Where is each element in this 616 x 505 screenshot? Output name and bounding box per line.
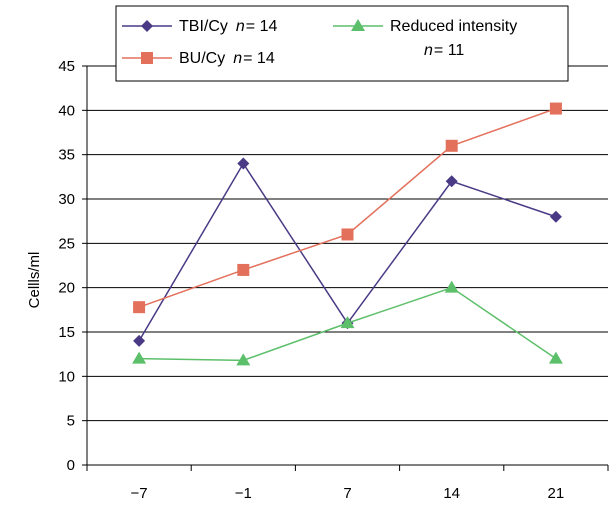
y-tick-labels: 0 5 10 15 20 25 30 35 40 45	[58, 58, 75, 474]
legend-marker	[141, 20, 153, 32]
y-tick-label: 45	[58, 58, 75, 75]
series-line	[138, 162, 557, 342]
legend-n-value: = 14	[243, 50, 275, 67]
data-point	[549, 102, 562, 115]
data-point	[133, 334, 146, 347]
x-tick-label: 14	[443, 485, 460, 502]
y-tick-label: 20	[58, 280, 75, 297]
legend-item: TBI/Cy n = 14	[122, 18, 277, 35]
legend-n-value: = 11	[434, 42, 465, 59]
series-triangle	[132, 280, 563, 366]
legend-marker	[141, 52, 153, 64]
data-point	[445, 139, 458, 152]
legend-item: BU/Cy n = 14	[122, 50, 275, 67]
x-tick-label: 7	[343, 485, 351, 502]
series-square	[133, 102, 562, 314]
legend-n-value: = 14	[246, 18, 278, 35]
y-tick-label: 5	[67, 413, 75, 430]
data-point	[132, 351, 147, 364]
x-tick-labels: −7 −1 7 14 21	[131, 485, 565, 502]
y-tick-label: 15	[58, 324, 75, 341]
legend-n-symbol: n	[233, 50, 242, 67]
legend-box	[115, 5, 569, 82]
series	[132, 102, 563, 366]
data-point	[445, 175, 458, 188]
data-point	[548, 351, 563, 364]
x-tick-label: 21	[548, 485, 565, 502]
data-point	[340, 316, 355, 329]
legend-label: TBI/Cy	[179, 18, 228, 35]
data-point	[549, 210, 562, 223]
legend-label: Reduced intensity	[390, 18, 517, 35]
legend-label: BU/Cy	[179, 50, 225, 67]
y-tick-label: 35	[58, 147, 75, 164]
legend-n-symbol: n	[236, 18, 245, 35]
y-tick-label: 0	[67, 457, 75, 474]
legend-marker	[351, 19, 365, 31]
legend-n-symbol: n	[424, 42, 433, 59]
data-point	[341, 228, 354, 241]
x-tick-label: −1	[235, 485, 252, 502]
axes	[82, 65, 609, 471]
data-point	[236, 353, 251, 366]
y-tick-label: 25	[58, 235, 75, 252]
series-line	[138, 107, 557, 308]
legend-item: Reduced intensity n = 11	[333, 18, 517, 59]
data-point	[444, 280, 459, 293]
gridlines	[87, 65, 608, 422]
data-point	[237, 157, 250, 170]
y-tick-label: 10	[58, 368, 75, 385]
data-point	[237, 263, 250, 276]
x-tick-label: −7	[131, 485, 148, 502]
y-tick-label: 40	[58, 102, 75, 119]
y-tick-label: 30	[58, 191, 75, 208]
y-axis-label: Cellls/ml	[26, 252, 43, 309]
data-point	[133, 301, 146, 314]
